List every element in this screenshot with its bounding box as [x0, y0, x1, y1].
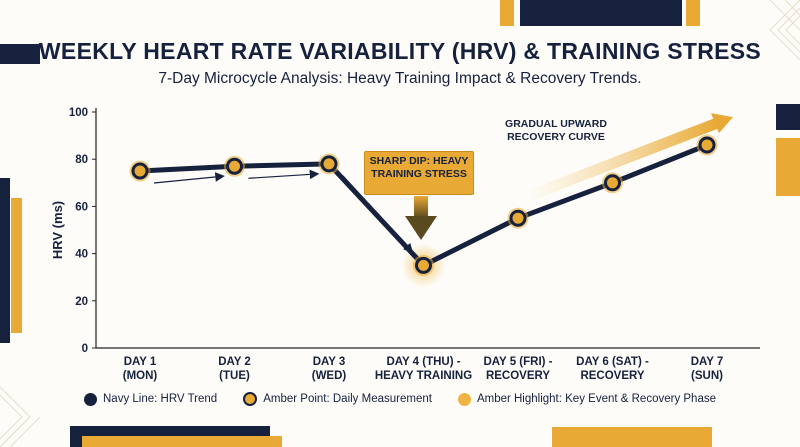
y-tick-label: 80: [75, 154, 88, 166]
x-tick-label: DAY 4 (THU) -: [386, 356, 460, 368]
y-tick-label: 20: [75, 296, 88, 308]
x-tick-label: RECOVERY: [580, 370, 644, 382]
x-tick-label: DAY 2: [218, 356, 251, 368]
recovery-curve-annotation: GRADUAL UPWARD RECOVERY CURVE: [505, 118, 607, 143]
navy-dot-icon: [84, 392, 97, 406]
left-navy-stripe: [0, 178, 10, 343]
data-point: [226, 157, 243, 175]
top-amber-bar: [500, 0, 514, 26]
x-tick-label: DAY 7: [691, 356, 724, 368]
data-point: [604, 174, 621, 192]
recovery-arrow-head-icon: [711, 113, 733, 134]
trend-arrow-icon: [248, 169, 320, 180]
amber-dot-icon: [457, 392, 471, 406]
data-point: [415, 256, 432, 274]
amber-ring-dot-icon: [243, 392, 258, 406]
y-tick-label: 100: [69, 107, 88, 119]
right-amber-block: [776, 138, 800, 196]
legend-item-daily-measurement: Amber Point: Daily Measurement: [243, 392, 432, 406]
x-tick-label: (TUE): [219, 370, 250, 382]
chart-legend: Navy Line: HRV Trend Amber Point: Daily …: [0, 392, 800, 406]
sharp-dip-callout: SHARP DIP: HEAVY TRAINING STRESS: [364, 151, 474, 195]
y-axis-label: HRV (ms): [50, 201, 65, 259]
data-point: [320, 155, 338, 173]
x-tick-label: DAY 5 (FRI) -: [483, 356, 552, 368]
legend-label: Amber Highlight: Key Event & Recovery Ph…: [476, 393, 716, 405]
x-tick-label: HEAVY TRAINING: [375, 370, 472, 382]
top-amber-bar-right: [686, 0, 700, 26]
bottom-amber-block: [552, 427, 712, 447]
legend-label: Navy Line: HRV Trend: [103, 393, 218, 405]
y-tick-label: 60: [75, 201, 88, 213]
left-amber-stripe: [11, 198, 22, 333]
trend-arrow-icon: [153, 172, 225, 184]
top-navy-bar: [520, 0, 682, 26]
chart-subtitle: 7-Day Microcycle Analysis: Heavy Trainin…: [158, 70, 642, 87]
data-point: [131, 162, 149, 180]
x-tick-label: (SUN): [691, 370, 723, 382]
x-tick-label: RECOVERY: [486, 370, 550, 382]
y-tick-label: 0: [82, 343, 88, 355]
left-navy-bar: [0, 44, 40, 64]
x-tick-label: DAY 1: [124, 356, 157, 368]
x-tick-label: DAY 6 (SAT) -: [576, 356, 649, 368]
data-point: [509, 209, 527, 227]
y-tick-label: 40: [75, 249, 88, 261]
x-tick-label: (MON): [123, 370, 158, 382]
x-tick-label: (WED): [312, 370, 347, 382]
corner-pattern-top-right: [769, 0, 800, 60]
corner-pattern-bottom-left: [0, 386, 41, 447]
data-point: [698, 136, 716, 154]
right-navy-block: [776, 104, 800, 130]
recovery-trend-arrow: [522, 117, 723, 202]
legend-item-hrv-trend: Navy Line: HRV Trend: [84, 392, 218, 406]
legend-label: Amber Point: Daily Measurement: [263, 393, 432, 405]
chart-title: WEEKLY HEART RATE VARIABILITY (HRV) & TR…: [38, 38, 762, 64]
legend-item-key-event: Amber Highlight: Key Event & Recovery Ph…: [457, 392, 716, 406]
x-tick-label: DAY 3: [313, 356, 346, 368]
dip-arrow-head-icon: [405, 216, 437, 240]
bottom-amber-bar: [82, 436, 282, 447]
dip-arrow-shaft: [414, 196, 428, 218]
